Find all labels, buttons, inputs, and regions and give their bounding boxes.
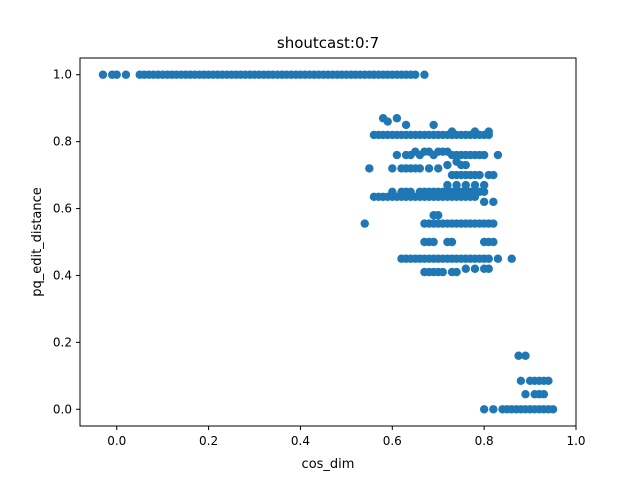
data-point [493, 254, 503, 263]
data-point [461, 264, 470, 273]
chart-title: shoutcast:0:7 [277, 34, 379, 52]
data-point [411, 70, 420, 79]
y-tick-label: 0.2 [53, 335, 72, 349]
data-point [461, 180, 470, 190]
plot-frame [79, 57, 577, 427]
x-axis: 0.0 0.2 0.4 0.6 0.8 1.0 [107, 426, 586, 448]
data-point [452, 267, 461, 277]
data-point [484, 254, 493, 263]
data-point [98, 70, 108, 79]
data-point [479, 197, 489, 207]
data-point [470, 192, 480, 202]
data-point [484, 264, 493, 273]
data-point [539, 390, 549, 399]
data-point [479, 180, 489, 190]
data-point [424, 164, 434, 173]
data-point [507, 254, 516, 263]
data-point [548, 405, 558, 414]
data-point [360, 219, 369, 228]
data-point [475, 170, 484, 180]
y-tick-label: 0.4 [53, 268, 72, 282]
y-tick-label: 0.0 [53, 402, 72, 416]
data-point [383, 117, 392, 126]
y-tick-label: 0.8 [53, 135, 72, 149]
data-point [514, 351, 523, 360]
x-axis-label: cos_dim [302, 457, 355, 472]
x-tick-label: 1.0 [566, 434, 585, 448]
data-point [479, 187, 489, 197]
data-point [470, 180, 480, 190]
data-point [484, 127, 493, 136]
data-point [415, 164, 425, 173]
data-point [443, 180, 452, 190]
data-point [521, 351, 530, 360]
data-point [392, 114, 402, 123]
y-axis: 0.0 0.2 0.4 0.6 0.8 1.0 [53, 68, 80, 416]
data-point [489, 197, 498, 207]
data-point [443, 160, 452, 170]
data-point [392, 150, 402, 160]
data-point [401, 120, 411, 130]
y-tick-label: 1.0 [53, 68, 72, 82]
data-point [479, 405, 489, 414]
points-layer [98, 70, 558, 414]
data-point [420, 70, 429, 79]
data-point [447, 237, 457, 247]
data-point [516, 376, 526, 386]
data-point [429, 120, 438, 130]
data-point [470, 127, 480, 136]
data-point [479, 150, 489, 160]
data-point [365, 164, 374, 173]
data-point [447, 127, 457, 136]
y-axis-label: pq_edit_distance [30, 187, 45, 297]
data-point [489, 237, 498, 247]
data-point [461, 160, 470, 170]
data-point [388, 164, 397, 173]
data-point [434, 211, 443, 220]
y-tick-label: 0.6 [53, 202, 72, 216]
x-tick-label: 0.0 [107, 434, 126, 448]
data-point [429, 237, 438, 247]
data-point [121, 70, 131, 79]
x-tick-label: 0.8 [475, 434, 494, 448]
data-point [544, 376, 553, 386]
data-point [452, 180, 461, 190]
data-point [489, 170, 498, 180]
data-point [521, 390, 530, 399]
data-point [470, 264, 480, 273]
x-tick-label: 0.2 [199, 434, 218, 448]
x-tick-label: 0.4 [291, 434, 310, 448]
data-point [489, 219, 498, 228]
data-point [489, 405, 498, 414]
data-point [493, 150, 503, 160]
data-point [434, 164, 443, 173]
x-tick-label: 0.6 [383, 434, 402, 448]
data-point [438, 267, 448, 277]
data-point [112, 70, 121, 79]
